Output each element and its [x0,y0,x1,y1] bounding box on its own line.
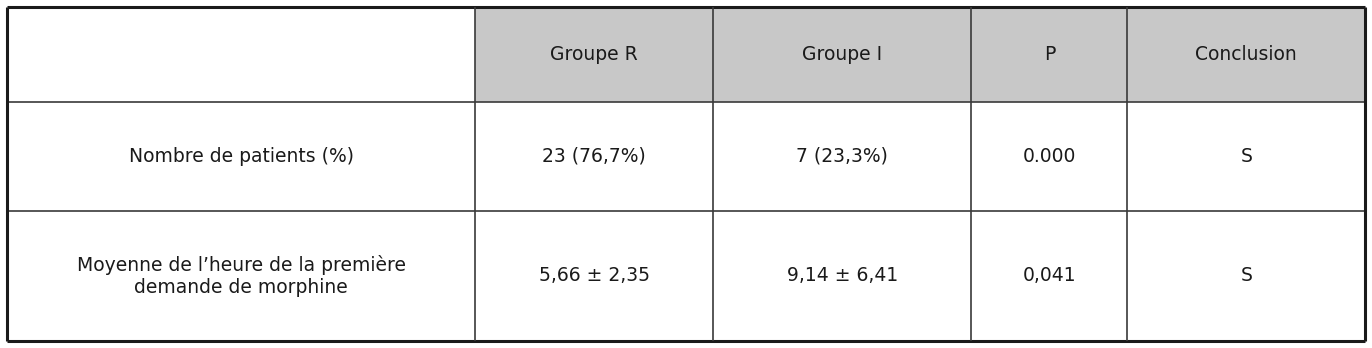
Text: Moyenne de l’heure de la première
demande de morphine: Moyenne de l’heure de la première demand… [77,255,406,297]
Bar [971,102,1128,211]
Text: P: P [1044,45,1055,64]
Bar [713,7,971,102]
Text: 0.000: 0.000 [1022,147,1076,166]
Text: Nombre de patients (%): Nombre de patients (%) [129,147,354,166]
Bar [476,102,713,211]
Bar [7,211,476,341]
Bar [971,7,1128,102]
Bar [971,211,1128,341]
Text: 23 (76,7%): 23 (76,7%) [542,147,646,166]
Bar [7,102,476,211]
Bar [7,7,476,102]
Bar [713,211,971,341]
Bar [1128,211,1365,341]
Bar [476,211,713,341]
Text: S: S [1240,267,1253,285]
Bar [1128,102,1365,211]
Text: Conclusion: Conclusion [1195,45,1297,64]
Text: 5,66 ± 2,35: 5,66 ± 2,35 [539,267,650,285]
Text: S: S [1240,147,1253,166]
Text: Groupe R: Groupe R [550,45,638,64]
Text: 0,041: 0,041 [1022,267,1076,285]
Text: 9,14 ± 6,41: 9,14 ± 6,41 [786,267,897,285]
Text: Groupe I: Groupe I [803,45,882,64]
Bar [1128,7,1365,102]
Bar [713,102,971,211]
Bar [476,7,713,102]
Text: 7 (23,3%): 7 (23,3%) [796,147,888,166]
